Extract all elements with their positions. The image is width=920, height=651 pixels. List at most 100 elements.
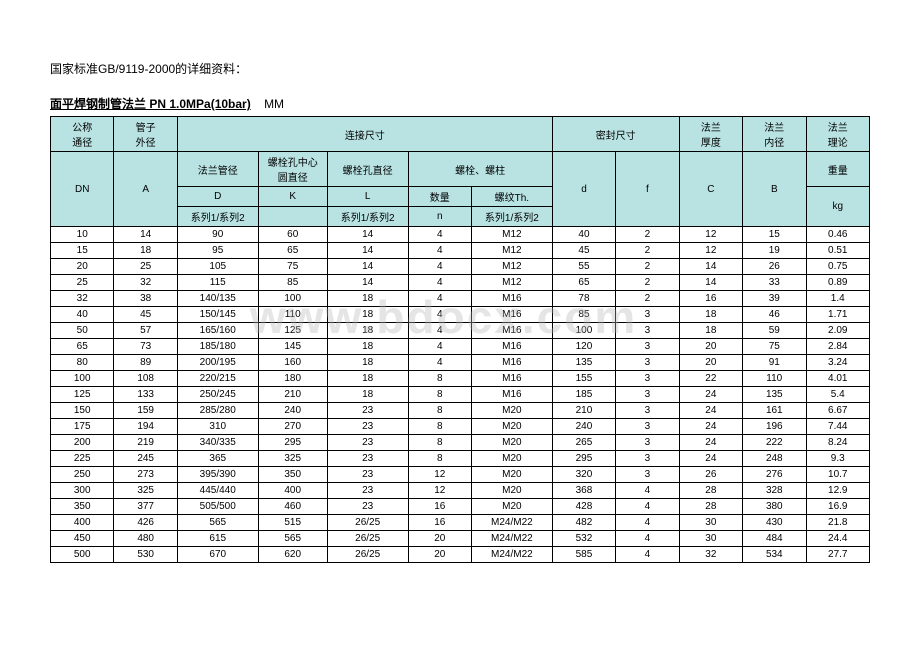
table-cell: 8 bbox=[408, 387, 471, 403]
table-cell: 135 bbox=[552, 355, 615, 371]
table-cell: M20 bbox=[471, 451, 552, 467]
table-cell: 4 bbox=[408, 307, 471, 323]
table-cell: 18 bbox=[327, 323, 408, 339]
table-cell: M12 bbox=[471, 275, 552, 291]
table-cell: 18 bbox=[114, 243, 177, 259]
hdr-k-blank bbox=[258, 207, 327, 227]
table-cell: 8 bbox=[408, 435, 471, 451]
table-cell: 445/440 bbox=[177, 483, 258, 499]
table-cell: 110 bbox=[258, 307, 327, 323]
table-cell: 310 bbox=[177, 419, 258, 435]
hdr-b-sym: B bbox=[743, 152, 806, 227]
table-cell: 16 bbox=[679, 291, 742, 307]
table-cell: 23 bbox=[327, 419, 408, 435]
flange-table: 公称 通径 管子 外径 连接尺寸 密封尺寸 法兰 厚度 法兰 内径 法兰 理论 bbox=[50, 116, 870, 563]
table-cell: 505/500 bbox=[177, 499, 258, 515]
table-row: 15189565144M1245212190.51 bbox=[51, 243, 870, 259]
table-cell: 50 bbox=[51, 323, 114, 339]
table-cell: 0.89 bbox=[806, 275, 870, 291]
table-cell: 240 bbox=[258, 403, 327, 419]
table-row: 6573185/180145184M16120320752.84 bbox=[51, 339, 870, 355]
table-cell: 91 bbox=[743, 355, 806, 371]
table-cell: 325 bbox=[258, 451, 327, 467]
hdr-a: 管子 外径 bbox=[114, 117, 177, 152]
table-row: 5057165/160125184M16100318592.09 bbox=[51, 323, 870, 339]
table-cell: 340/335 bbox=[177, 435, 258, 451]
table-cell: 2.09 bbox=[806, 323, 870, 339]
table-cell: 8 bbox=[408, 451, 471, 467]
table-cell: 32 bbox=[114, 275, 177, 291]
table-cell: 28 bbox=[679, 499, 742, 515]
table-cell: 45 bbox=[114, 307, 177, 323]
table-cell: 0.51 bbox=[806, 243, 870, 259]
table-cell: 89 bbox=[114, 355, 177, 371]
intro-text: 国家标准GB/9119-2000的详细资料： bbox=[50, 60, 870, 77]
table-cell: 1.4 bbox=[806, 291, 870, 307]
hdr-bolt: 螺栓、螺柱 bbox=[408, 152, 552, 187]
hdr-d-sym: D bbox=[177, 187, 258, 207]
table-cell: 23 bbox=[327, 403, 408, 419]
table-cell: 20 bbox=[408, 531, 471, 547]
table-cell: 125 bbox=[258, 323, 327, 339]
table-cell: 4.01 bbox=[806, 371, 870, 387]
table-cell: 220/215 bbox=[177, 371, 258, 387]
table-cell: 95 bbox=[177, 243, 258, 259]
hdr-dn-sym: DN bbox=[51, 152, 114, 227]
table-cell: 2 bbox=[616, 275, 679, 291]
table-cell: 26/25 bbox=[327, 531, 408, 547]
table-cell: 27.7 bbox=[806, 547, 870, 563]
table-cell: 32 bbox=[679, 547, 742, 563]
table-cell: 14 bbox=[679, 275, 742, 291]
table-cell: 15 bbox=[51, 243, 114, 259]
table-row: 175194310270238M202403241967.44 bbox=[51, 419, 870, 435]
hdr-kg-sym: kg bbox=[806, 187, 870, 227]
table-cell: 8 bbox=[408, 403, 471, 419]
table-cell: 380 bbox=[743, 499, 806, 515]
table-cell: 4 bbox=[408, 227, 471, 243]
table-cell: 14 bbox=[679, 259, 742, 275]
table-cell: 18 bbox=[679, 323, 742, 339]
table-cell: 585 bbox=[552, 547, 615, 563]
table-cell: 222 bbox=[743, 435, 806, 451]
table-row: 350377505/5004602316M2042842838016.9 bbox=[51, 499, 870, 515]
table-cell: 0.75 bbox=[806, 259, 870, 275]
table-cell: 65 bbox=[258, 243, 327, 259]
table-cell: 4 bbox=[408, 323, 471, 339]
table-cell: 75 bbox=[743, 339, 806, 355]
table-row: 202510575144M1255214260.75 bbox=[51, 259, 870, 275]
table-cell: 59 bbox=[743, 323, 806, 339]
table-cell: 5.4 bbox=[806, 387, 870, 403]
table-cell: 480 bbox=[114, 531, 177, 547]
table-cell: 40 bbox=[552, 227, 615, 243]
table-cell: 500 bbox=[51, 547, 114, 563]
table-cell: 4 bbox=[408, 291, 471, 307]
table-cell: 295 bbox=[552, 451, 615, 467]
table-cell: 430 bbox=[743, 515, 806, 531]
table-cell: 32 bbox=[51, 291, 114, 307]
table-cell: 57 bbox=[114, 323, 177, 339]
table-cell: 3 bbox=[616, 451, 679, 467]
table-cell: 14 bbox=[327, 243, 408, 259]
table-cell: M24/M22 bbox=[471, 547, 552, 563]
table-cell: M16 bbox=[471, 323, 552, 339]
table-cell: M16 bbox=[471, 387, 552, 403]
table-cell: 365 bbox=[177, 451, 258, 467]
table-cell: 150 bbox=[51, 403, 114, 419]
table-cell: 19 bbox=[743, 243, 806, 259]
table-row: 300325445/4404002312M2036842832812.9 bbox=[51, 483, 870, 499]
table-cell: 285/280 bbox=[177, 403, 258, 419]
hdr-weight: 重量 bbox=[806, 152, 870, 187]
table-cell: 3 bbox=[616, 435, 679, 451]
table-cell: 2 bbox=[616, 259, 679, 275]
table-cell: 196 bbox=[743, 419, 806, 435]
table-cell: 22 bbox=[679, 371, 742, 387]
table-cell: 16 bbox=[408, 515, 471, 531]
table-cell: 26 bbox=[743, 259, 806, 275]
table-cell: 4 bbox=[616, 483, 679, 499]
table-cell: M16 bbox=[471, 307, 552, 323]
table-cell: 8 bbox=[408, 371, 471, 387]
table-cell: M12 bbox=[471, 259, 552, 275]
table-cell: 185 bbox=[552, 387, 615, 403]
table-cell: M16 bbox=[471, 291, 552, 307]
table-cell: 21.8 bbox=[806, 515, 870, 531]
